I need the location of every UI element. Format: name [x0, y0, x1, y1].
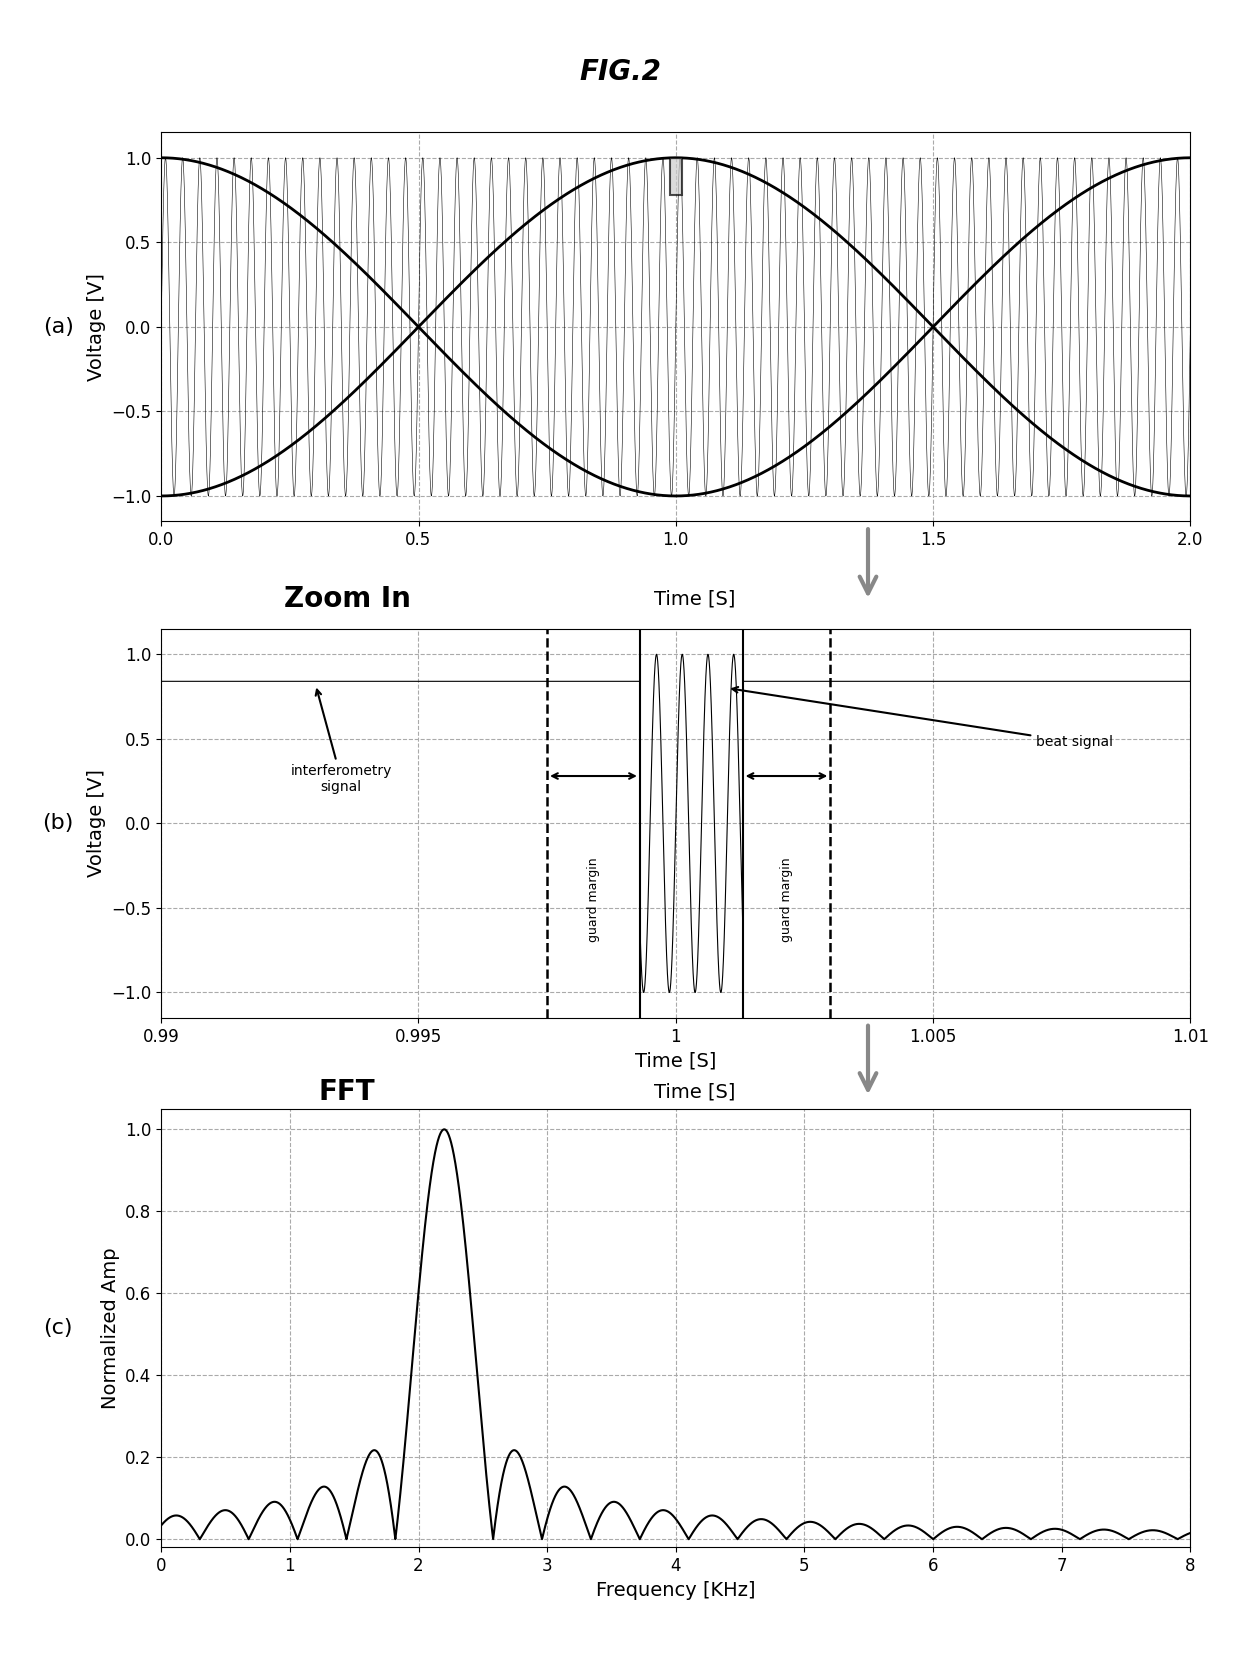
Text: (b): (b) — [42, 813, 74, 834]
Y-axis label: Normalized Amp: Normalized Amp — [100, 1248, 119, 1408]
Text: guard margin: guard margin — [587, 857, 600, 942]
X-axis label: Frequency [KHz]: Frequency [KHz] — [596, 1581, 755, 1600]
Text: beat signal: beat signal — [733, 687, 1114, 750]
Text: FIG.2: FIG.2 — [579, 58, 661, 86]
Text: interferometry
signal: interferometry signal — [290, 690, 392, 794]
Bar — [670, 157, 682, 195]
Text: Time [S]: Time [S] — [653, 589, 735, 609]
Text: FFT: FFT — [319, 1079, 376, 1106]
Text: (c): (c) — [43, 1317, 73, 1339]
Y-axis label: Voltage [V]: Voltage [V] — [87, 770, 105, 877]
Y-axis label: Voltage [V]: Voltage [V] — [87, 273, 105, 381]
Text: Zoom In: Zoom In — [284, 586, 410, 612]
Text: Time [S]: Time [S] — [653, 1082, 735, 1102]
Text: guard margin: guard margin — [780, 857, 792, 942]
Text: (a): (a) — [43, 316, 73, 338]
X-axis label: Time [S]: Time [S] — [635, 1051, 717, 1071]
